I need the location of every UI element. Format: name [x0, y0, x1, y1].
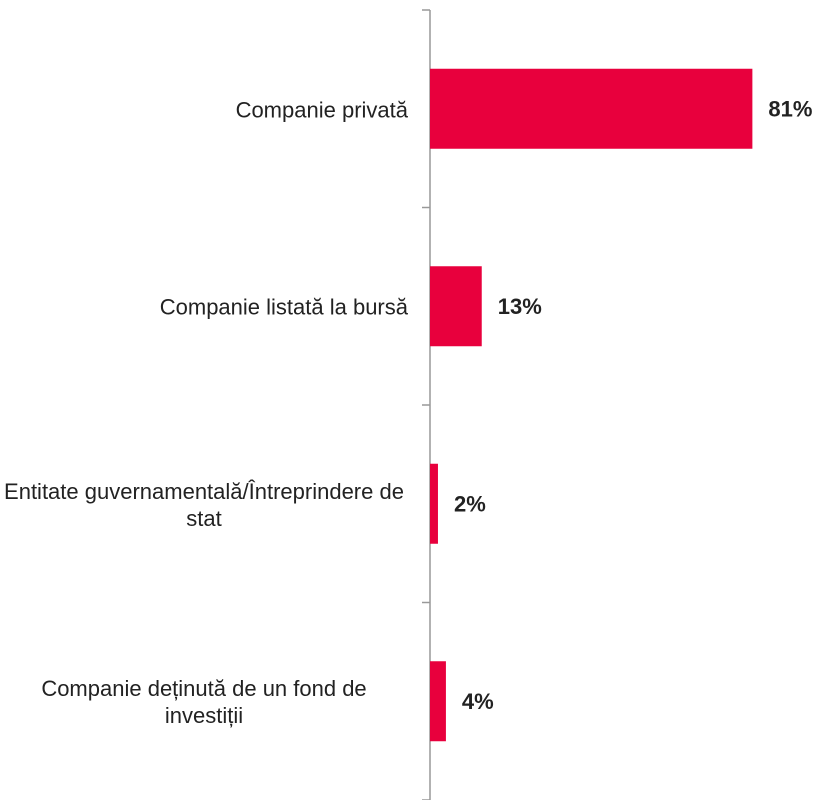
- category-label: Entitate guvernamentală/Întreprindere de…: [4, 478, 404, 531]
- bar: [430, 463, 438, 544]
- value-label: 13%: [498, 294, 542, 319]
- category-label: Companie listată la bursă: [159, 294, 408, 320]
- bar: [430, 266, 482, 347]
- bar: [430, 68, 753, 149]
- category-label-box: Companie privată: [0, 96, 408, 123]
- value-label: 4%: [462, 689, 494, 714]
- category-label-box: Companie deținută de un fond de investiț…: [0, 675, 408, 729]
- category-label: Companie privată: [235, 97, 408, 123]
- category-label-box: Entitate guvernamentală/Întreprindere de…: [0, 478, 408, 532]
- category-label-box: Companie listată la bursă: [0, 294, 408, 321]
- category-label: Companie deținută de un fond de investiț…: [41, 676, 367, 729]
- bar: [430, 661, 446, 742]
- value-label: 2%: [454, 492, 486, 517]
- value-label: 81%: [768, 97, 812, 122]
